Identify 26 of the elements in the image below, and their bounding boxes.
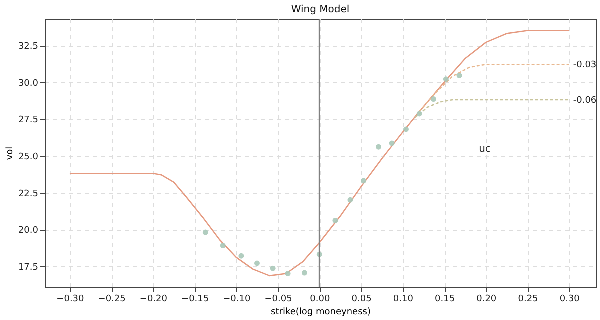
x-tick-label: 0.00	[310, 294, 330, 304]
y-tick-label: 27.5	[18, 116, 38, 126]
y-tick-label: 30.0	[18, 78, 39, 89]
y-tick-label: 25.0	[18, 152, 39, 162]
series-label: -0.06	[573, 96, 597, 106]
annotation: uc	[479, 144, 491, 155]
x-tick-label: 0.10	[393, 294, 414, 304]
x-tick-label: −0.25	[98, 294, 126, 304]
x-tick-label: 0.20	[476, 294, 497, 304]
x-tick-label: 0.05	[352, 294, 372, 304]
chart-title: Wing Model	[291, 4, 350, 16]
x-tick-label: −0.05	[264, 294, 292, 304]
x-tick-label: −0.10	[223, 294, 251, 304]
x-axis-title: strike(log moneyness)	[271, 308, 371, 318]
x-tick-label: 0.15	[434, 294, 456, 304]
y-tick-label: 20.0	[18, 226, 39, 236]
x-tick-label: −0.30	[56, 294, 85, 304]
x-tick-label: −0.20	[140, 294, 168, 304]
x-tick-label: −0.15	[182, 294, 210, 304]
x-tick-label: 0.30	[560, 294, 580, 304]
y-axis-title: vol	[5, 146, 16, 160]
x-tick-label: 0.25	[518, 294, 538, 304]
y-tick-label: 22.5	[18, 189, 38, 200]
y-tick-label: 17.5	[18, 262, 38, 273]
series-label: -0.03	[573, 60, 597, 71]
y-tick-label: 32.5	[18, 42, 38, 52]
